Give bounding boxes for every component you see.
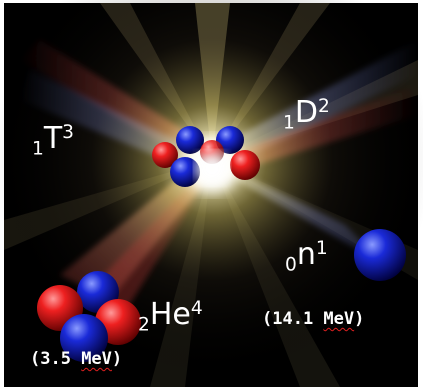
helium-nucleus	[37, 271, 141, 362]
deuterium-label: 1D2	[283, 95, 330, 134]
neutron-energy-label: (14.1 MeV)	[262, 309, 365, 329]
neutron-particle	[354, 229, 406, 281]
helium-energy-label: (3.5 MeV)	[30, 349, 123, 369]
helium-label: 2He4	[138, 297, 203, 336]
colliding-nuclei	[152, 126, 260, 187]
neutron-label: 0n1	[285, 237, 328, 276]
tritium-label: 1T3	[32, 121, 75, 160]
